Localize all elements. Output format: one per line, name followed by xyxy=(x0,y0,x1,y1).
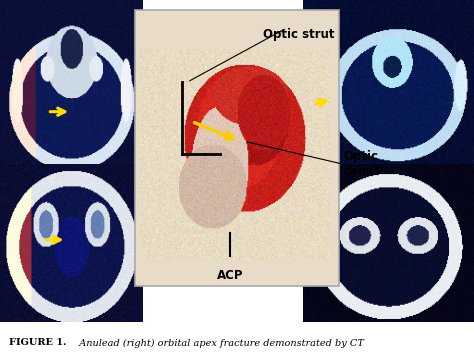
Bar xyxy=(135,10,339,286)
Text: FIGURE 1.: FIGURE 1. xyxy=(9,339,67,348)
Text: Optic strut: Optic strut xyxy=(263,28,334,41)
Text: ACP: ACP xyxy=(217,269,243,283)
Text: Optic
canal: Optic canal xyxy=(344,150,379,178)
Text: Anulead (right) orbital apex fracture demonstrated by CT: Anulead (right) orbital apex fracture de… xyxy=(73,339,364,348)
